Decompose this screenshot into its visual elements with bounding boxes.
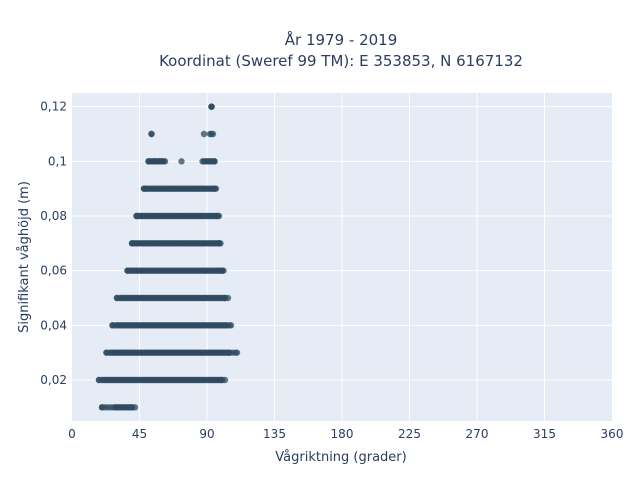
x-axis-ticks: 0 45 90 135 180 225 270 315 360 <box>68 427 623 441</box>
y-axis-ticks: 0,02 0,04 0,06 0,08 0,1 0,12 <box>40 100 67 387</box>
data-point <box>103 349 110 356</box>
data-point <box>95 376 103 384</box>
y-tick-label: 0,02 <box>40 373 67 387</box>
y-axis-label: Signifikant våghöjd (m) <box>17 181 32 333</box>
data-point <box>226 322 233 329</box>
y-tick-label: 0,1 <box>48 154 67 168</box>
x-tick-label: 225 <box>398 427 421 441</box>
data-point <box>128 240 136 247</box>
x-tick-label: 0 <box>68 427 76 441</box>
y-tick-label: 0,04 <box>40 318 67 332</box>
data-point <box>116 294 124 302</box>
data-point <box>232 349 239 356</box>
x-axis-label: Vågriktning (grader) <box>275 450 406 465</box>
data-point <box>124 267 131 274</box>
data-point <box>211 185 218 192</box>
y-tick-label: 0,06 <box>40 264 67 278</box>
data-point <box>218 376 226 384</box>
data-point <box>140 185 148 192</box>
x-tick-label: 90 <box>199 427 214 441</box>
chart-title-line-1: År 1979 - 2019 <box>285 30 398 49</box>
data-point <box>221 294 229 302</box>
data-point <box>211 158 218 165</box>
x-tick-label: 45 <box>132 427 147 441</box>
data-point <box>218 267 226 274</box>
x-tick-label: 270 <box>466 427 489 441</box>
data-point <box>200 130 208 138</box>
data-point <box>112 322 119 329</box>
chart-title-line-2: Koordinat (Sweref 99 TM): E 353853, N 61… <box>159 52 523 70</box>
x-tick-label: 315 <box>533 427 556 441</box>
data-point <box>208 130 215 138</box>
data-points <box>95 103 241 411</box>
x-tick-label: 360 <box>601 427 624 441</box>
data-point <box>148 130 155 138</box>
y-tick-label: 0,12 <box>40 100 67 114</box>
data-point <box>151 158 158 165</box>
x-tick-label: 180 <box>331 427 354 441</box>
y-tick-label: 0,08 <box>40 209 67 223</box>
data-point <box>215 240 223 247</box>
data-point <box>214 212 221 220</box>
data-point <box>133 212 140 220</box>
x-tick-label: 135 <box>263 427 286 441</box>
data-point <box>107 404 115 411</box>
data-point <box>128 404 136 411</box>
data-point <box>178 158 185 165</box>
data-point <box>208 103 215 110</box>
data-point <box>158 158 166 165</box>
